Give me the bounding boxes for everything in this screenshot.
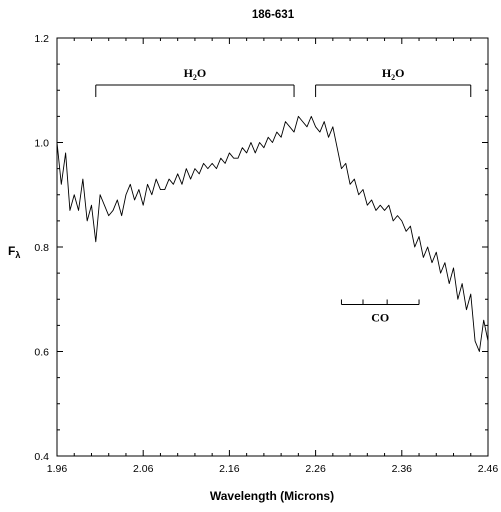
x-tick-label: 2.16 bbox=[219, 463, 240, 475]
x-tick-label: 2.26 bbox=[305, 463, 326, 475]
y-axis-label-main: F bbox=[8, 244, 15, 258]
x-axis-label: Wavelength (Microns) bbox=[210, 489, 334, 503]
y-axis-ticks: 0.4 0.6 0.8 1.0 1.2 bbox=[34, 33, 488, 463]
x-axis-ticks: 1.96 2.06 2.16 2.26 2.36 2.46 bbox=[47, 38, 499, 475]
y-tick-label: 0.4 bbox=[34, 451, 49, 463]
y-axis-label-sub: λ bbox=[15, 250, 20, 260]
band-label: H2O bbox=[184, 66, 207, 82]
x-tick-label: 2.06 bbox=[133, 463, 154, 475]
band-annotations: H2O H2O CO bbox=[95, 66, 472, 324]
spectrum-line bbox=[56, 115, 489, 352]
plot-frame bbox=[56, 37, 489, 457]
y-axis-label: Fλ bbox=[8, 244, 20, 260]
y-tick-label: 0.8 bbox=[34, 242, 49, 254]
y-tick-label: 1.0 bbox=[34, 138, 49, 150]
x-tick-label: 2.46 bbox=[478, 463, 499, 475]
y-tick-label: 1.2 bbox=[34, 33, 49, 45]
band-label: CO bbox=[371, 310, 389, 324]
x-tick-label: 2.36 bbox=[392, 463, 413, 475]
band-label: H2O bbox=[382, 66, 405, 82]
y-tick-label: 0.6 bbox=[34, 347, 49, 359]
x-tick-label: 1.96 bbox=[47, 463, 68, 475]
chart-title: 186-631 bbox=[252, 9, 295, 21]
